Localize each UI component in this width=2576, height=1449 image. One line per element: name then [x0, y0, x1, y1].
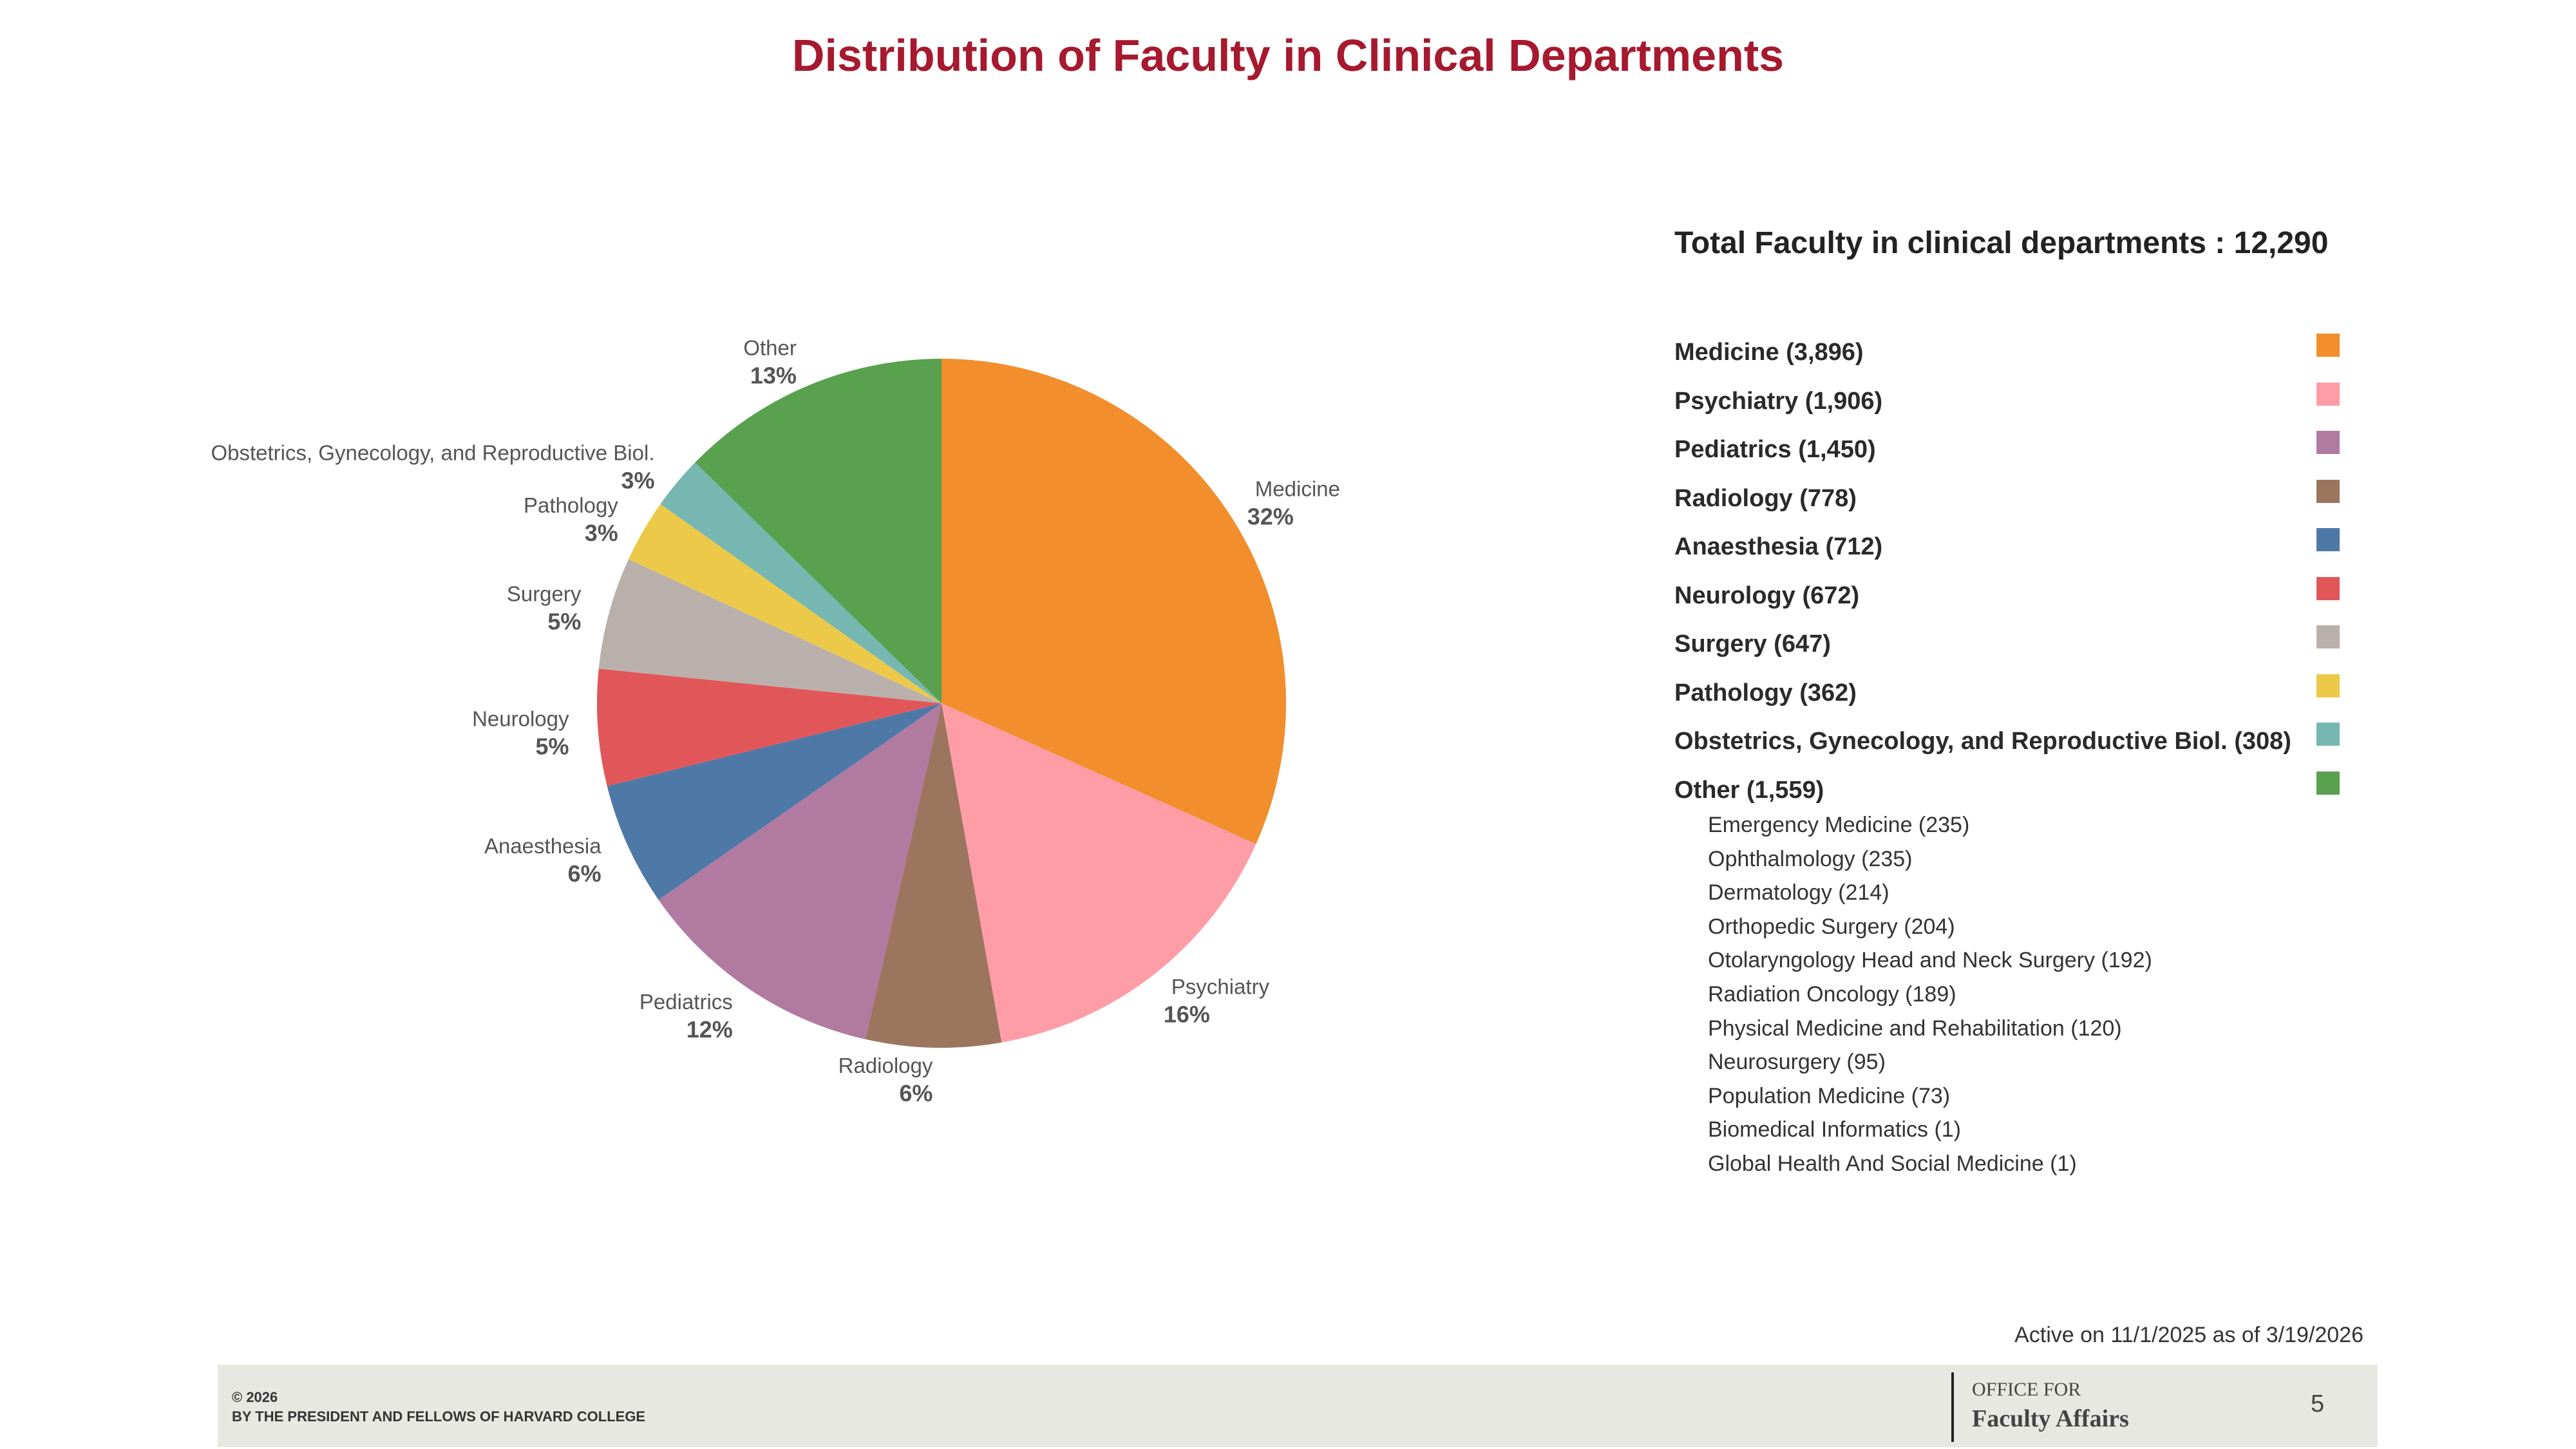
other-breakdown-item: Emergency Medicine (235)	[1708, 813, 1970, 837]
slice-label-percent: 13%	[750, 362, 797, 388]
slice-label-percent: 6%	[568, 860, 601, 887]
legend-item: Other (1,559)	[1674, 771, 2351, 820]
slice-label-percent: 32%	[1247, 504, 1294, 530]
slice-label-name: Pathology	[524, 493, 618, 517]
active-date-note: Active on 11/1/2025 as of 3/19/2026	[2014, 1323, 2363, 1347]
other-breakdown-item: Radiation Oncology (189)	[1708, 981, 1956, 1007]
slice-label-name: Obstetrics, Gynecology, and Reproductive…	[211, 441, 654, 465]
legend-swatch	[2316, 382, 2340, 406]
legend-label: Anaesthesia (712)	[1674, 533, 1883, 560]
slice-label-name: Surgery	[507, 582, 582, 606]
other-breakdown-item: Global Health And Social Medicine (1)	[1708, 1151, 2077, 1176]
slice-label-percent: 5%	[547, 609, 581, 635]
other-breakdown-item: Ophthalmology (235)	[1708, 846, 1913, 871]
pie-slice-medicine	[942, 359, 1286, 844]
legend-item: Pediatrics (1,450)	[1674, 431, 2351, 480]
pie-slice-radiology	[866, 703, 1002, 1048]
legend-label: Pediatrics (1,450)	[1674, 436, 1876, 463]
legend-swatch	[2316, 334, 2340, 357]
slice-label-percent: 3%	[585, 520, 618, 546]
footer-divider	[1951, 1372, 1954, 1442]
other-breakdown-item: Dermatology (214)	[1708, 880, 1889, 905]
total-faculty-label: Total Faculty in clinical departments : …	[1674, 226, 2329, 260]
legend-item: Neurology (672)	[1674, 576, 2351, 626]
slice-label-percent: 12%	[687, 1016, 733, 1043]
legend-swatch	[2316, 674, 2340, 697]
pie-slice-surgery	[598, 559, 942, 703]
copyright-notice: © 2026 BY THE PRESIDENT AND FELLOWS OF H…	[232, 1388, 645, 1426]
slice-label-percent: 5%	[535, 733, 569, 759]
office-label-line-1: OFFICE FOR	[1972, 1379, 2081, 1400]
legend-swatch	[2316, 479, 2340, 503]
other-breakdown-item: Biomedical Informatics (1)	[1708, 1117, 1962, 1142]
slice-label-percent: 16%	[1164, 1001, 1210, 1027]
other-breakdown-item: Orthopedic Surgery (204)	[1708, 914, 1955, 939]
page-number: 5	[2311, 1390, 2325, 1417]
legend-label: Medicine (3,896)	[1674, 339, 1864, 366]
legend-item: Surgery (647)	[1674, 625, 2351, 674]
legend-item: Pathology (362)	[1674, 674, 2351, 723]
slice-label-percent: 6%	[899, 1080, 933, 1106]
other-breakdown-item: Otolaryngology Head and Neck Surgery (19…	[1708, 948, 2152, 973]
legend-swatch	[2316, 576, 2340, 600]
legend-swatch	[2316, 723, 2340, 746]
legend-label: Radiology (778)	[1674, 484, 1857, 512]
legend-label: Neurology (672)	[1674, 582, 1860, 609]
copyright-line-2: BY THE PRESIDENT AND FELLOWS OF HARVARD …	[232, 1408, 646, 1425]
legend-item: Medicine (3,896)	[1674, 334, 2351, 383]
pie-slice-pathology	[629, 504, 942, 703]
legend-label: Other (1,559)	[1674, 776, 1824, 804]
legend: Medicine (3,896) Psychiatry (1,906) Pediat…	[1674, 334, 2351, 820]
slice-label-name: Psychiatry	[1171, 974, 1270, 998]
legend-item: Obstetrics, Gynecology, and Reproductive…	[1674, 723, 2351, 772]
slice-label-name: Pediatrics	[639, 990, 733, 1014]
other-breakdown-item: Physical Medicine and Rehabilitation (12…	[1708, 1016, 2122, 1041]
legend-swatch	[2316, 528, 2340, 551]
slice-label-name: Medicine	[1255, 477, 1340, 501]
other-breakdown-item: Neurosurgery (95)	[1708, 1050, 1886, 1075]
legend-label: Pathology (362)	[1674, 679, 1857, 706]
office-label-line-2: Faculty Affairs	[1972, 1405, 2129, 1432]
page-title: Distribution of Faculty in Clinical Depa…	[791, 30, 1785, 80]
legend-swatch	[2316, 771, 2340, 795]
legend-label: Surgery (647)	[1674, 630, 1831, 658]
footer-bar: © 2026 BY THE PRESIDENT AND FELLOWS OF H…	[218, 1365, 2378, 1447]
pie-slice-obstetrics-gynecology-and-reproductive-biol	[660, 462, 942, 703]
pie-slice-psychiatry	[942, 703, 1256, 1043]
slice-label-name: Other	[743, 336, 797, 359]
pie-slice-other	[695, 359, 942, 703]
legend-label: Psychiatry (1,906)	[1674, 387, 1883, 415]
legend-swatch	[2316, 431, 2340, 454]
pie-slice-anaesthesia	[607, 703, 942, 900]
legend-item: Radiology (778)	[1674, 479, 2351, 529]
legend-item: Anaesthesia (712)	[1674, 528, 2351, 577]
legend-swatch	[2316, 625, 2340, 649]
slice-label-name: Neurology	[472, 706, 569, 730]
pie-slice-neurology	[596, 668, 942, 786]
legend-label: Obstetrics, Gynecology, and Reproductive…	[1674, 728, 2291, 755]
pie-slice-pediatrics	[658, 703, 942, 1039]
slice-label-name: Anaesthesia	[484, 834, 601, 858]
slice-label-percent: 3%	[621, 468, 654, 494]
copyright-line-1: © 2026	[232, 1389, 278, 1405]
legend-item: Psychiatry (1,906)	[1674, 382, 2351, 431]
slice-label-name: Radiology	[838, 1054, 933, 1077]
other-breakdown-item: Population Medicine (73)	[1708, 1083, 1951, 1108]
other-breakdown-list: Emergency Medicine (235) Ophthalmology (2…	[1708, 813, 2152, 1186]
